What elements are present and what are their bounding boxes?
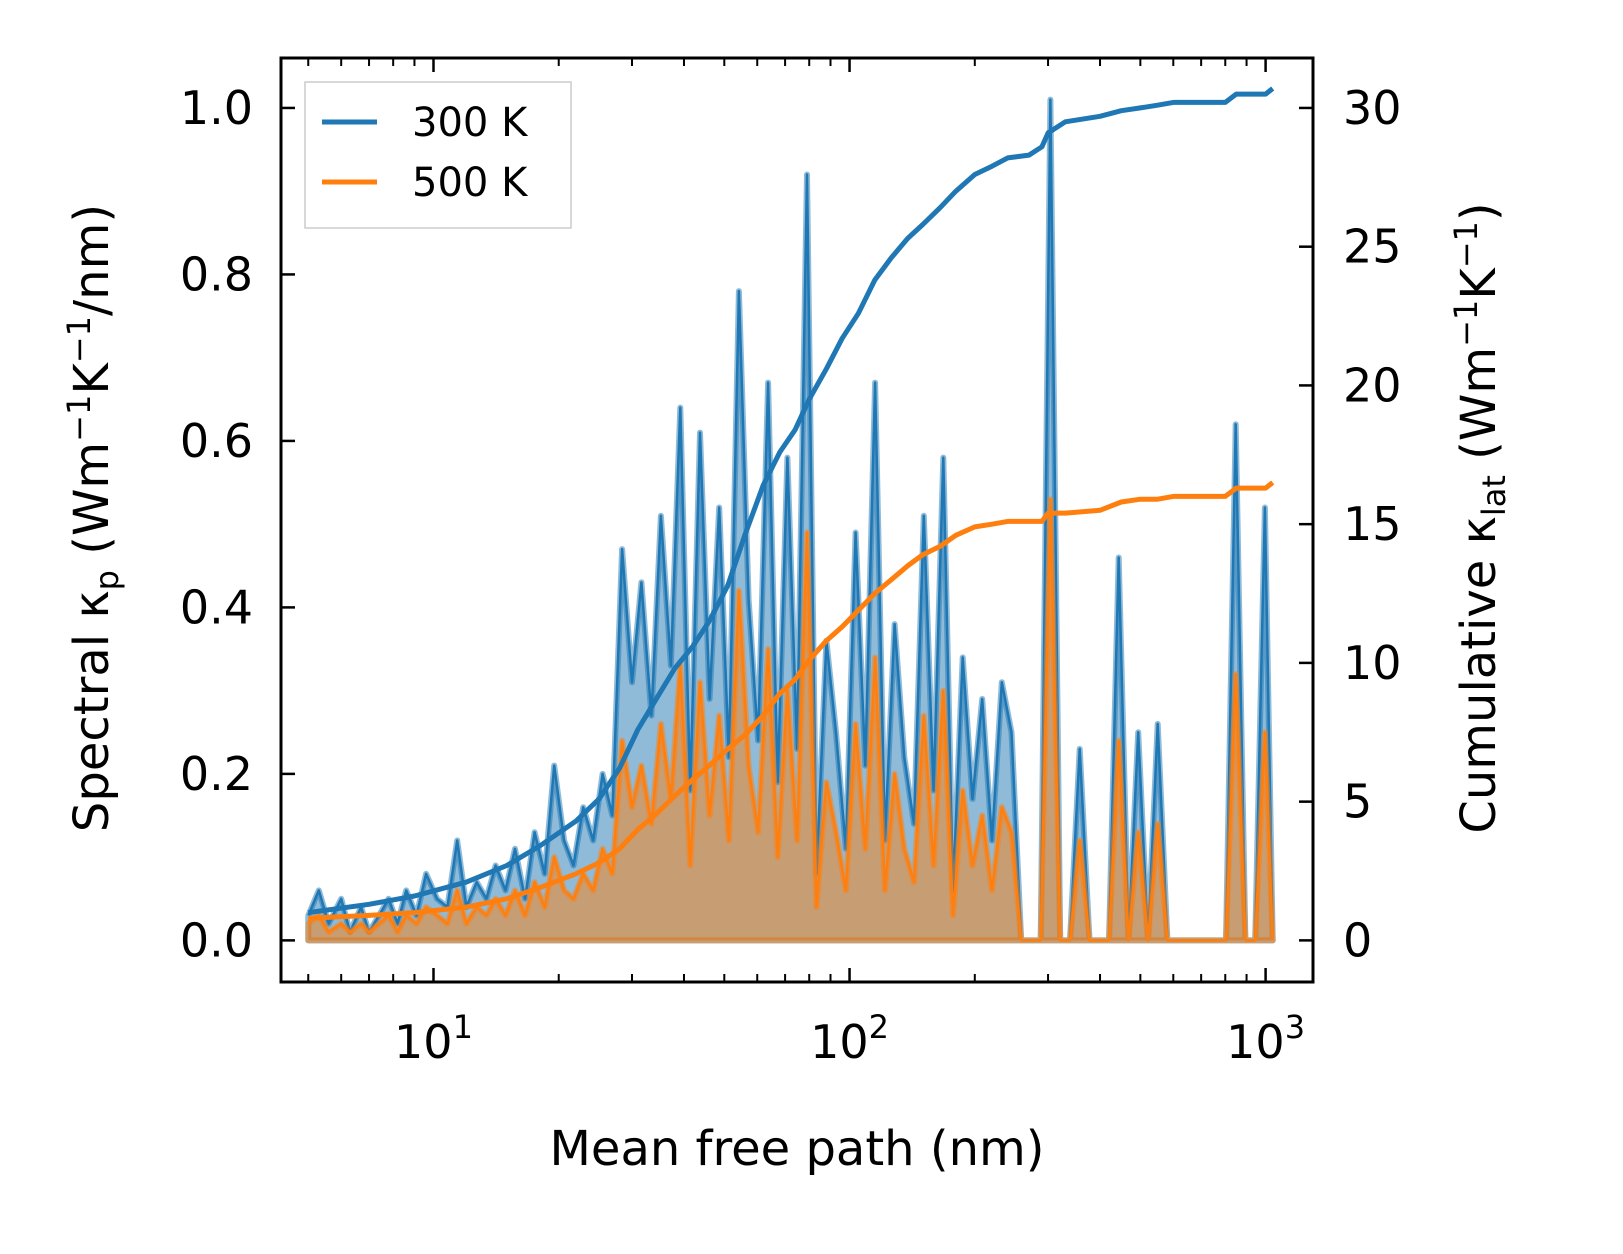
y-left-axis-label: Spectral κp (Wm−1K−1/nm): [60, 204, 126, 832]
plot-content: [305, 86, 1276, 944]
legend-label-500k: 500 K: [412, 160, 529, 206]
ticks: [281, 58, 1313, 982]
axes-frame: [279, 56, 1315, 984]
y-left-label-unit-open: (Wm: [64, 442, 120, 570]
y-left-label-mid: K: [64, 362, 120, 395]
y-left-label-sub: p: [88, 570, 126, 590]
y-right-label-sup1: −1: [1447, 300, 1485, 347]
legend-label-300k: 300 K: [412, 100, 529, 146]
y-left-tick-label: 1.0: [180, 81, 253, 135]
y-left-tick-label: 0.4: [180, 580, 253, 634]
y-right-tick-label: 0: [1343, 913, 1372, 967]
x-tick-label-exponent: 1: [453, 1008, 473, 1046]
cumulative-line-300k: [307, 86, 1275, 916]
x-tick-label: 102: [810, 1008, 889, 1069]
axes-border: [279, 56, 1315, 984]
y-right-tick-label: 30: [1343, 81, 1402, 135]
y-right-label-unit-open: (Wm: [1451, 347, 1507, 475]
y-left-tick-label: 0.0: [180, 913, 253, 967]
y-left-label-unit-close: /nm): [64, 204, 120, 316]
x-tick-label: 103: [1226, 1008, 1305, 1069]
x-tick-label-exponent: 2: [869, 1008, 889, 1046]
y-left-label-sup1: −1: [60, 395, 98, 442]
y-right-tick-label: 25: [1343, 220, 1402, 274]
y-right-tick-label: 20: [1343, 358, 1402, 412]
x-tick-label-exponent: 3: [1285, 1008, 1305, 1046]
legend-box: [304, 81, 572, 229]
x-axis-label: Mean free path (nm): [550, 1121, 1045, 1177]
y-left-tick-label: 0.8: [180, 247, 253, 301]
y-right-tick-label: 15: [1343, 497, 1402, 551]
y-right-label-sub: lat: [1475, 475, 1513, 516]
y-left-label-sup2: −1: [60, 316, 98, 363]
y-right-label-mid: K: [1451, 267, 1507, 300]
x-tick-label-base: 10: [394, 1015, 453, 1069]
y-left-tick-label: 0.6: [180, 414, 253, 468]
legend: 300 K 500 K: [304, 81, 572, 229]
y-right-label-main: Cumulative κ: [1451, 516, 1507, 834]
spectral-line-300k: [307, 98, 1274, 942]
cumulative-line-500k: [308, 480, 1275, 921]
y-right-tick-label: 5: [1343, 775, 1372, 829]
x-tick-label-base: 10: [810, 1015, 869, 1069]
y-left-label-main: Spectral κ: [64, 590, 120, 832]
y-right-tick-label: 10: [1343, 636, 1402, 690]
y-right-label-sup2: −1: [1447, 221, 1485, 268]
x-tick-label-base: 10: [1226, 1015, 1285, 1069]
y-left-tick-label: 0.2: [180, 747, 253, 801]
y-right-axis-label: Cumulative κlat (Wm−1K−1): [1447, 202, 1513, 833]
y-right-label-unit-close: ): [1451, 202, 1507, 221]
plot-area: [305, 86, 1276, 944]
spectral-line-500k: [307, 497, 1274, 942]
x-tick-label: 101: [394, 1008, 473, 1069]
